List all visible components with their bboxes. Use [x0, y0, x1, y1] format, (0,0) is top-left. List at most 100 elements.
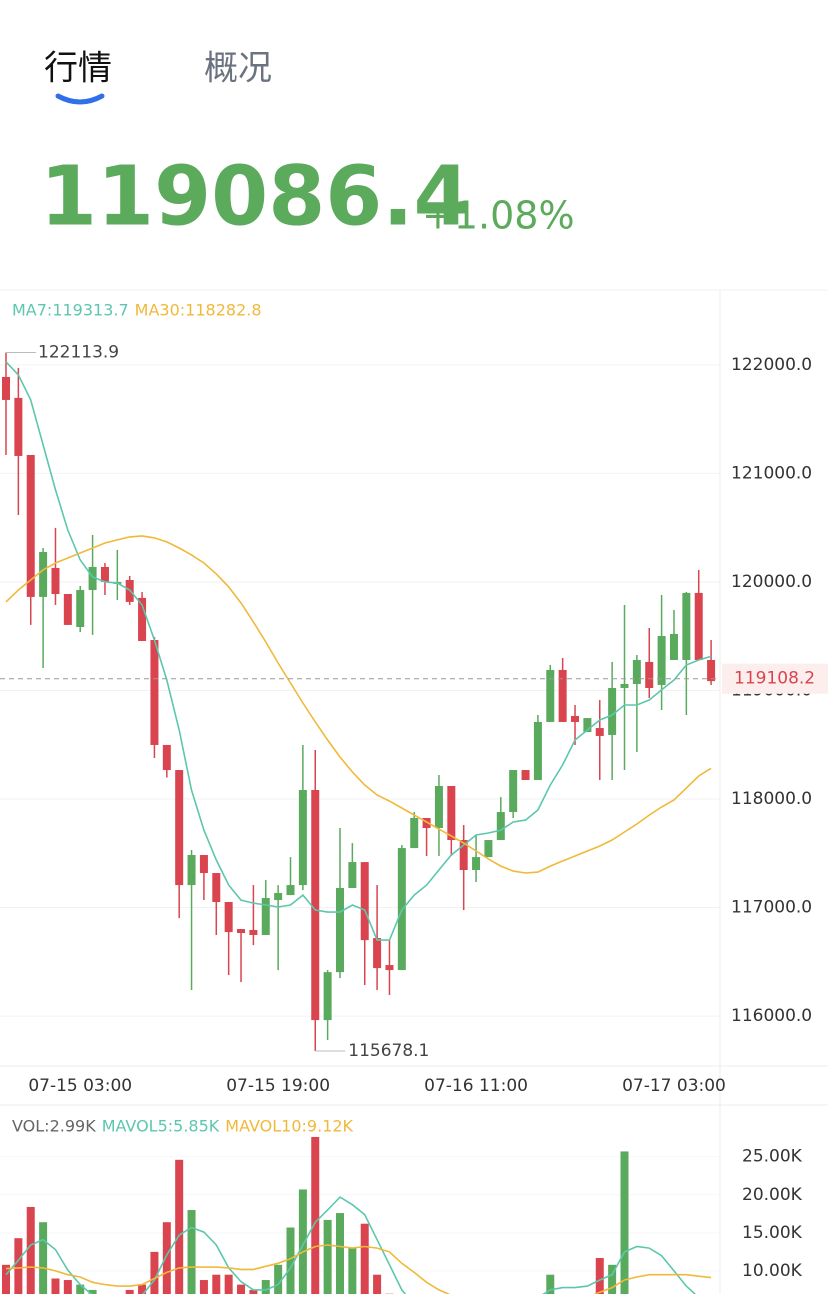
- volume-bar: [274, 1264, 283, 1294]
- candle-body: [187, 855, 196, 886]
- candle-body: [175, 770, 184, 886]
- candle-body: [558, 669, 567, 722]
- candle-body: [645, 661, 654, 688]
- candle-body: [261, 897, 270, 936]
- volume-bar: [286, 1227, 295, 1294]
- price: 119086.4: [40, 149, 471, 244]
- volume-bar: [76, 1284, 85, 1294]
- candle-body: [311, 790, 320, 1021]
- candle-body: [682, 592, 691, 660]
- candle-body: [2, 376, 10, 400]
- candle-body: [274, 893, 283, 901]
- volume-bar: [212, 1274, 221, 1294]
- y-tick-label: 15.00K: [742, 1223, 803, 1243]
- candle-body: [138, 597, 147, 641]
- last-price-label: 119108.2: [734, 669, 815, 689]
- candle-body: [484, 840, 493, 858]
- candle-body: [162, 744, 171, 771]
- candle-body: [472, 857, 481, 870]
- y-tick-label: 121000.0: [731, 463, 812, 483]
- mavol-line: [5, 1196, 697, 1294]
- candle-body: [422, 818, 431, 828]
- candle-body: [496, 812, 505, 841]
- candle-body: [632, 659, 641, 684]
- candle-body: [76, 589, 85, 627]
- candle-body: [100, 566, 109, 582]
- candle-body: [14, 397, 23, 456]
- y-tick-label: 20.00K: [742, 1185, 803, 1205]
- volume-label: VOL:2.99K: [12, 1117, 96, 1136]
- y-tick-label: 116000.0: [731, 1006, 812, 1026]
- candle-body: [150, 640, 159, 745]
- candle-body: [63, 593, 72, 625]
- candle-body: [39, 551, 48, 597]
- candle-body: [237, 929, 246, 934]
- candle-body: [249, 930, 258, 936]
- candle-body: [88, 566, 97, 590]
- volume-bar: [51, 1278, 60, 1294]
- candle-body: [694, 592, 703, 660]
- candle-body: [298, 790, 307, 886]
- volume-bar: [335, 1213, 344, 1294]
- tab[interactable]: 概况: [204, 49, 272, 89]
- volume-bar: [249, 1289, 258, 1294]
- volume-bar: [14, 1238, 23, 1294]
- candle-body: [348, 862, 357, 889]
- candle-body: [595, 728, 604, 736]
- last-price-tag: [722, 663, 828, 694]
- volume-bar: [63, 1280, 72, 1294]
- volume-bar: [150, 1251, 159, 1294]
- candle-body: [620, 683, 629, 688]
- volume-bar: [2, 1264, 10, 1294]
- volume-bar: [298, 1189, 307, 1294]
- price-change: +1.08%: [422, 194, 575, 238]
- volume-bar: [608, 1264, 617, 1294]
- volume-bar: [311, 1136, 320, 1294]
- candle-body: [669, 633, 678, 660]
- tab-active[interactable]: 行情: [44, 49, 112, 89]
- ma-line: [5, 535, 712, 874]
- candle-body: [360, 862, 369, 941]
- volume-bar: [546, 1274, 555, 1294]
- legend-entry: MA30:118282.8: [135, 301, 262, 320]
- volume-bar: [187, 1210, 196, 1294]
- volume-bar: [595, 1257, 604, 1294]
- volume-bar: [88, 1289, 97, 1294]
- candle-body: [335, 888, 344, 973]
- candle-body: [26, 454, 35, 597]
- x-tick-label: 07-15 19:00: [226, 1076, 330, 1096]
- volume-bar: [224, 1274, 233, 1294]
- volume-bar: [323, 1219, 332, 1294]
- x-tick-label: 07-16 11:00: [424, 1076, 528, 1096]
- candle-body: [434, 785, 443, 828]
- volume-bar: [175, 1159, 184, 1294]
- candle-body: [51, 567, 60, 594]
- y-tick-label: 122000.0: [731, 355, 812, 375]
- candle-body: [212, 873, 221, 903]
- tab-indicator: [55, 93, 105, 105]
- candle-body: [521, 770, 530, 781]
- y-tick-label: 10.00K: [742, 1261, 803, 1281]
- volume-bar: [620, 1151, 629, 1294]
- candle-body: [533, 721, 542, 781]
- volume-bar: [360, 1223, 369, 1294]
- candle-body: [707, 659, 716, 682]
- volume-bar: [373, 1274, 382, 1294]
- candle-body: [657, 635, 666, 685]
- volume-bar: [26, 1206, 35, 1294]
- ma-line: [5, 361, 712, 941]
- candle-body: [373, 938, 382, 969]
- candle-body: [459, 840, 468, 870]
- mavol-line: [5, 1244, 712, 1294]
- volume-bar: [237, 1284, 246, 1294]
- x-tick-label: 07-17 03:00: [622, 1076, 726, 1096]
- max-annotation: 122113.9: [38, 343, 119, 363]
- candle-body: [385, 965, 394, 971]
- x-tick-label: 07-15 03:00: [28, 1076, 132, 1096]
- volume-bar: [261, 1280, 270, 1294]
- volume-bar: [39, 1222, 48, 1294]
- candle-body: [509, 770, 518, 813]
- y-tick-label: 120000.0: [731, 572, 812, 592]
